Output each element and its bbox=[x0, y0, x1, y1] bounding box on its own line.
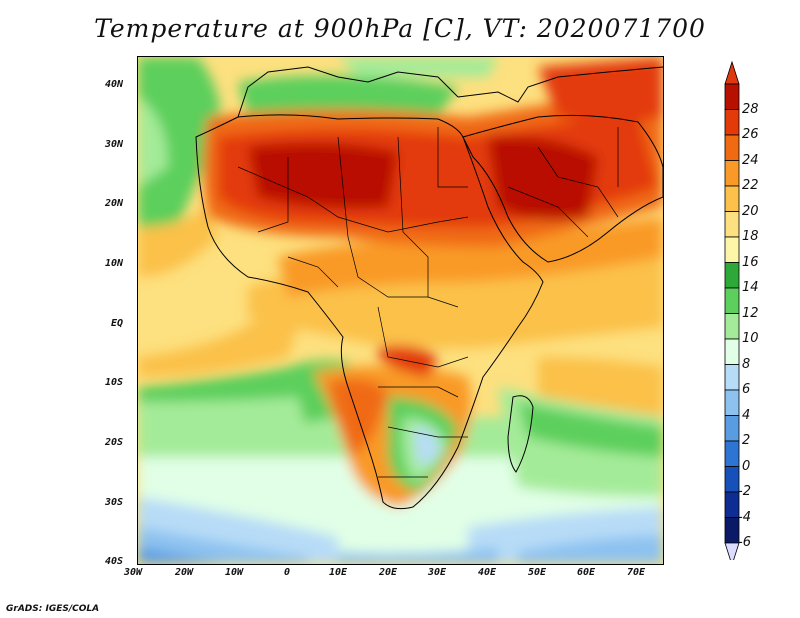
credit-text: GrADS: IGES/COLA bbox=[6, 604, 100, 614]
colorbar-swatch bbox=[724, 338, 740, 365]
colorbar-swatch bbox=[724, 83, 740, 110]
lon-label: 60E bbox=[577, 567, 596, 578]
colorbar-tick-label: 22 bbox=[742, 178, 759, 193]
colorbar-tick-label: 12 bbox=[742, 305, 759, 321]
colorbar-swatch bbox=[724, 466, 740, 493]
lat-label: 10S bbox=[105, 377, 124, 388]
colorbar-swatch bbox=[724, 364, 740, 391]
colorbar-swatch bbox=[724, 211, 740, 238]
colorbar-swatch bbox=[724, 287, 740, 314]
colorbar bbox=[724, 60, 740, 560]
colorbar-tick-label: 10 bbox=[742, 331, 759, 346]
lon-label: 20E bbox=[379, 567, 398, 578]
colorbar-tick-label: 8 bbox=[742, 356, 751, 372]
colorbar-tick-label: 2 bbox=[742, 433, 751, 448]
lon-label: 20W bbox=[175, 567, 194, 578]
colorbar-swatches bbox=[724, 60, 740, 560]
map-canvas bbox=[138, 57, 663, 564]
lat-label: 30N bbox=[105, 139, 124, 150]
colorbar-tick-label: -4 bbox=[738, 509, 751, 525]
colorbar-swatch bbox=[724, 160, 740, 187]
colorbar-swatch bbox=[724, 236, 740, 263]
lon-label: 40E bbox=[478, 567, 497, 578]
lon-label: 10E bbox=[329, 567, 348, 578]
coastlines bbox=[195, 66, 663, 510]
lon-label: 30W bbox=[124, 567, 143, 578]
colorbar-tick-label: 24 bbox=[742, 152, 759, 168]
colorbar-bottom-arrow bbox=[724, 542, 740, 560]
colorbar-swatch bbox=[724, 185, 740, 212]
country-borders bbox=[237, 127, 619, 478]
lat-label: 20N bbox=[105, 198, 124, 209]
colorbar-tick-label: 26 bbox=[742, 127, 759, 142]
colorbar-tick-label: 14 bbox=[742, 280, 759, 295]
colorbar-tick-label: 6 bbox=[742, 382, 751, 397]
colorbar-tick-label: 16 bbox=[742, 254, 759, 270]
map-title: Temperature at 900hPa [C], VT: 202007170… bbox=[94, 14, 706, 43]
colorbar-swatch bbox=[724, 491, 740, 518]
colorbar-tick-label: 28 bbox=[742, 101, 759, 117]
lat-label: EQ bbox=[111, 318, 124, 329]
colorbar-tick-label: -6 bbox=[738, 535, 751, 550]
lat-label: 40S bbox=[105, 556, 124, 567]
colorbar-tick-label: 4 bbox=[742, 407, 751, 423]
colorbar-tick-label: 18 bbox=[742, 229, 759, 244]
lat-label: 30S bbox=[105, 497, 124, 508]
lon-label: 0 bbox=[284, 567, 291, 578]
lat-label: 20S bbox=[105, 437, 124, 448]
colorbar-swatch bbox=[724, 415, 740, 442]
colorbar-swatch bbox=[724, 440, 740, 467]
colorbar-swatch bbox=[724, 109, 740, 136]
lon-label: 70E bbox=[627, 567, 646, 578]
colorbar-tick-label: -2 bbox=[738, 484, 751, 499]
temperature-field bbox=[138, 57, 663, 564]
colorbar-swatch bbox=[724, 517, 740, 544]
lat-label: 10N bbox=[105, 258, 124, 269]
colorbar-top-arrow bbox=[724, 60, 740, 85]
lon-label: 50E bbox=[528, 567, 547, 578]
lat-label: 40N bbox=[105, 79, 124, 90]
colorbar-swatch bbox=[724, 262, 740, 289]
colorbar-tick-label: 0 bbox=[742, 458, 751, 474]
colorbar-tick-label: 20 bbox=[742, 203, 759, 219]
colorbar-swatch bbox=[724, 313, 740, 340]
temperature-map bbox=[137, 56, 664, 565]
lon-label: 30E bbox=[428, 567, 447, 578]
colorbar-swatch bbox=[724, 134, 740, 161]
colorbar-swatch bbox=[724, 389, 740, 416]
lon-label: 10W bbox=[225, 567, 244, 578]
